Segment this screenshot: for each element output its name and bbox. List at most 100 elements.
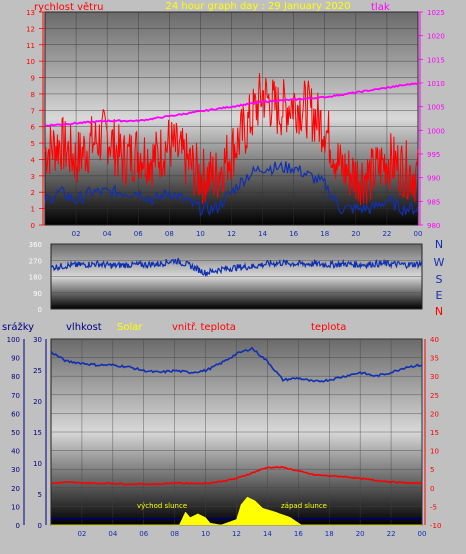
y-left-tick-label: 10: [26, 58, 35, 66]
series-wind-average: [44, 161, 419, 217]
y-left2-tick-label: 0: [38, 522, 42, 530]
y-right-tick-label: 1000: [427, 127, 445, 135]
x-tick-label: 14: [263, 530, 272, 538]
x-tick-label: 16: [289, 230, 298, 238]
y-right-tick-label: 1005: [427, 104, 445, 112]
y-left-tick-label: 30: [11, 466, 20, 474]
x-tick-label: 08: [165, 230, 174, 238]
y-right-tick-label: 980: [427, 222, 440, 230]
series-wind-direction: [50, 257, 423, 277]
x-tick-label: 20: [356, 530, 365, 538]
y-right-tick-label: -10: [430, 522, 441, 530]
y-tick-label: 0: [38, 306, 42, 314]
series-wind-gust: [44, 73, 419, 206]
y-tick-label: 180: [29, 274, 42, 282]
direction-letter-w: W: [434, 256, 445, 269]
series-solar: [51, 496, 422, 526]
series-humidity: [50, 346, 423, 383]
x-tick-label: 16: [294, 530, 303, 538]
y-left-tick-label: 11: [26, 42, 35, 50]
y-left-tick-label: 8: [31, 91, 35, 99]
y-left2-tick-label: 30: [33, 336, 42, 344]
series-temperature: [50, 465, 423, 486]
chart-title: 24 hour graph day : 29 January 2020: [166, 1, 351, 12]
y-right-tick-label: 35: [430, 355, 439, 363]
y-right-tick-label: 1010: [427, 80, 445, 88]
y-right-tick-label: 0: [430, 485, 434, 493]
y-left-tick-label: 90: [11, 355, 20, 363]
sunset-annotation: západ slunce: [281, 502, 327, 510]
x-tick-label: 00: [414, 230, 423, 238]
y-left-tick-label: 20: [11, 485, 20, 493]
y-left2-tick-label: 25: [33, 367, 42, 375]
x-tick-label: 04: [103, 230, 112, 238]
wind-pressure-panel: 0123456789101112139809859909951000100510…: [26, 9, 445, 238]
x-tick-label: 22: [387, 530, 396, 538]
x-tick-label: 06: [134, 230, 143, 238]
x-tick-label: 00: [418, 530, 427, 538]
pressure-label: tlak: [371, 2, 390, 13]
series-pressure: [45, 82, 419, 127]
x-tick-label: 06: [139, 530, 148, 538]
y-left-tick-label: 50: [11, 429, 20, 437]
y-left-tick-label: 1: [31, 206, 35, 214]
y-right-tick-label: 25: [430, 392, 439, 400]
y-left2-tick-label: 15: [33, 429, 42, 437]
y-tick-label: 90: [33, 290, 42, 298]
y-right-tick-label: 5: [430, 466, 434, 474]
x-tick-label: 12: [227, 230, 236, 238]
y-left-tick-label: 4: [31, 156, 36, 164]
x-tick-label: 18: [320, 230, 329, 238]
y-left-tick-label: 12: [26, 25, 35, 33]
y-right-tick-label: 30: [430, 373, 439, 381]
x-tick-label: 14: [258, 230, 267, 238]
y-right-tick-label: 1020: [427, 33, 445, 41]
y-left-tick-label: 5: [31, 140, 35, 148]
direction-letter-s: S: [436, 273, 443, 286]
x-tick-label: 04: [108, 530, 117, 538]
y-right-tick-label: 40: [430, 336, 439, 344]
y-tick-label: 270: [29, 257, 42, 265]
y-left2-tick-label: 20: [33, 398, 42, 406]
y-right-tick-label: 15: [430, 429, 439, 437]
y-left-tick-label: 80: [11, 373, 20, 381]
humidity-temperature-panel: 0102030405060708090100051015202530-10-50…: [7, 336, 442, 538]
indoor-temperature-label: vnitř. teplota: [172, 321, 236, 333]
wind-speed-label: rychlost větru: [34, 1, 104, 13]
y-left-tick-label: 2: [31, 189, 35, 197]
y-right-tick-label: 990: [427, 175, 440, 183]
x-tick-label: 10: [196, 230, 205, 238]
y-right-tick-label: 20: [430, 410, 439, 418]
x-tick-label: 10: [201, 530, 210, 538]
y-left-tick-label: 0: [31, 222, 35, 230]
y-left-tick-label: 10: [11, 503, 20, 511]
rain-label: srážky: [2, 321, 34, 333]
sunrise-annotation: východ slunce: [137, 502, 187, 510]
y-left-tick-label: 7: [31, 107, 35, 115]
wind-direction-panel: 0 90 180 270 360: [29, 241, 423, 314]
y-left-tick-label: 100: [7, 336, 20, 344]
y-left-tick-label: 70: [11, 392, 20, 400]
y-left-tick-label: 6: [31, 124, 36, 132]
humidity-label: vlhkost: [66, 322, 102, 333]
y-right-tick-label: 10: [430, 448, 439, 456]
y-left2-tick-label: 10: [33, 460, 42, 468]
x-tick-label: 20: [351, 230, 360, 238]
y-tick-label: 360: [29, 241, 42, 249]
x-tick-label: 18: [325, 530, 334, 538]
x-tick-label: 02: [72, 230, 81, 238]
direction-letter-n-top: N: [435, 238, 443, 251]
x-tick-label: 12: [232, 530, 241, 538]
y-left-tick-label: 3: [31, 173, 35, 181]
y-left2-tick-label: 5: [38, 491, 42, 499]
y-right-tick-label: -5: [430, 503, 437, 511]
temperature-label: teplota: [311, 322, 346, 333]
y-left-tick-label: 13: [26, 9, 35, 17]
solar-label: Solar: [117, 322, 143, 333]
y-left-tick-label: 60: [11, 410, 20, 418]
direction-letter-n-bottom: N: [435, 305, 443, 318]
y-right-tick-label: 995: [427, 151, 440, 159]
y-right-tick-label: 985: [427, 198, 440, 206]
x-tick-label: 22: [382, 230, 391, 238]
